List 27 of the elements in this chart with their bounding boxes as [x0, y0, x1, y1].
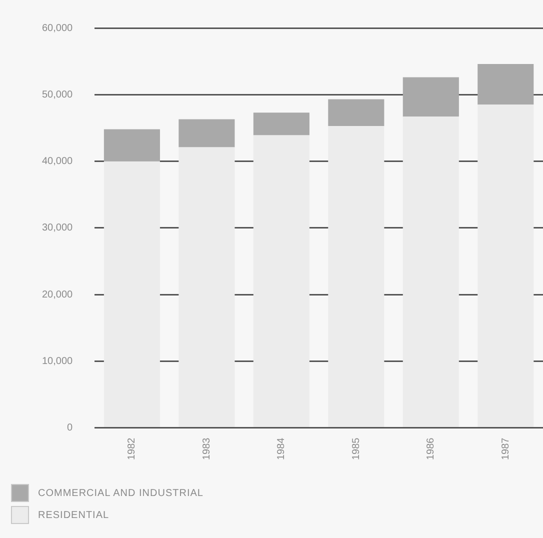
legend-label: COMMERCIAL AND INDUSTRIAL — [38, 488, 204, 498]
legend-label: RESIDENTIAL — [38, 510, 110, 520]
bar — [478, 64, 534, 105]
y-tick-label: 0 — [67, 422, 74, 434]
y-tick-label: 50,000 — [42, 89, 74, 100]
bar — [402, 77, 459, 117]
bar — [104, 129, 160, 162]
bar — [328, 99, 384, 126]
x-tick-label: 1986 — [426, 437, 437, 460]
y-tick-label: 30,000 — [42, 222, 74, 234]
bar — [402, 116, 459, 428]
bar — [328, 126, 384, 428]
bar — [253, 135, 310, 428]
bar — [104, 161, 160, 428]
x-tick-label: 1982 — [126, 437, 138, 460]
bar — [253, 112, 310, 136]
bar — [178, 119, 235, 148]
x-tick-label: 1983 — [201, 437, 212, 460]
bar — [178, 147, 235, 428]
y-tick-label: 10,000 — [42, 356, 74, 367]
x-tick-label: 1985 — [350, 437, 362, 460]
y-tick-label: 20,000 — [42, 289, 74, 300]
x-tick-label: 1987 — [500, 437, 512, 460]
y-tick-label: 40,000 — [42, 156, 74, 167]
bar — [478, 104, 534, 428]
x-tick-label: 1984 — [276, 437, 288, 460]
y-tick-label: 60,000 — [42, 22, 74, 34]
